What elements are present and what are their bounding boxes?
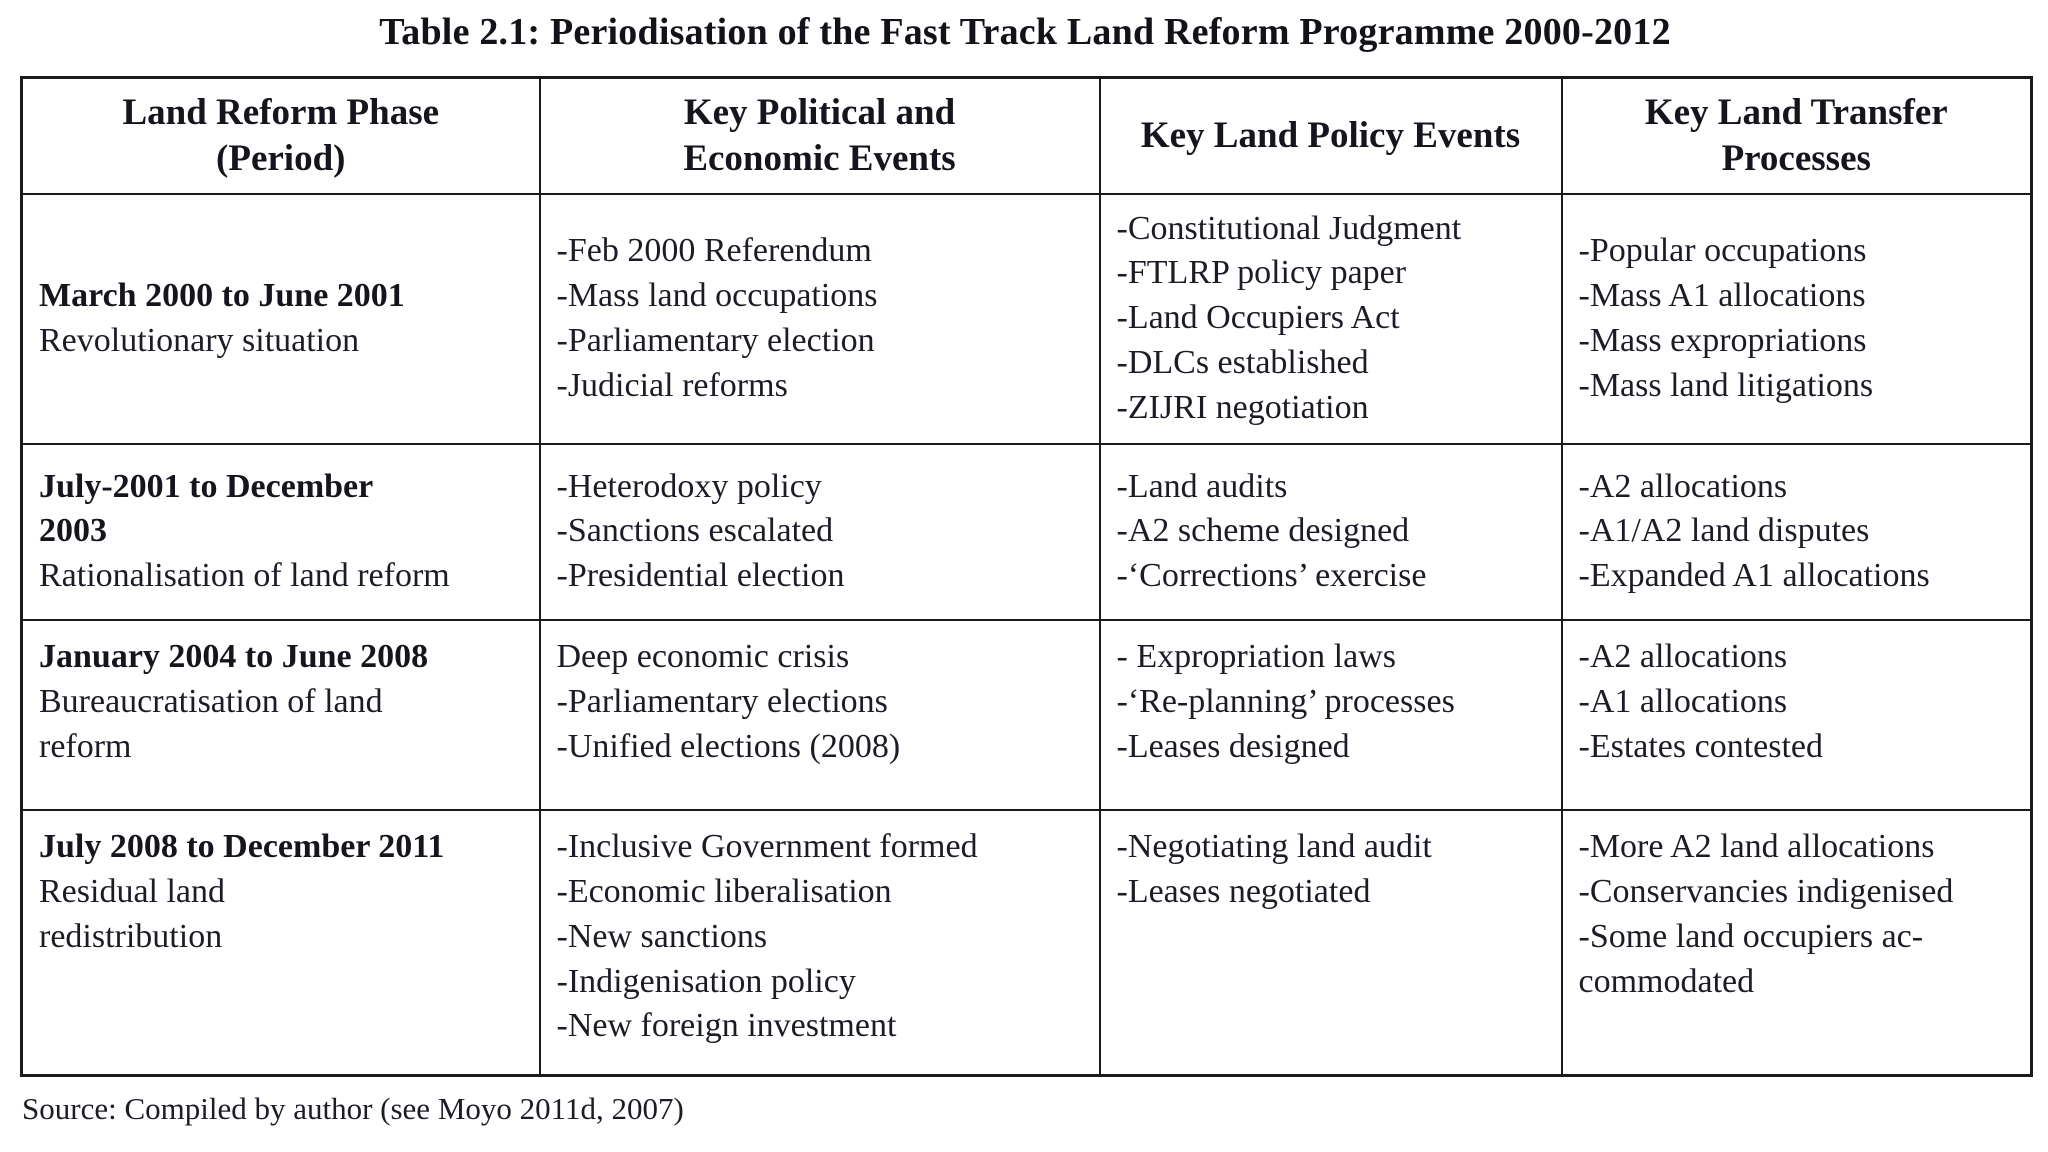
text-line: Key Political and — [683, 91, 956, 133]
text-line: -New sanctions — [556, 917, 768, 955]
text-line: -‘Corrections’ exercise — [1116, 557, 1427, 595]
text-line: -ZIJRI negotiation — [1116, 389, 1369, 426]
text-line: -A2 allocations — [1578, 637, 1788, 675]
text-line: (Period) — [216, 137, 346, 179]
land-policy-events-cell: -Negotiating land audit -Leases negotiate… — [1098, 808, 1563, 1077]
header-political-economic-events: Key Political and Economic Events — [538, 76, 1101, 195]
text-line: -FTLRP policy paper — [1116, 254, 1407, 292]
text-line: -Judicial reforms — [556, 366, 788, 404]
text-line: -Constitutional Judgment — [1116, 209, 1462, 247]
table-row-july-2001-december-2003: July-2001 to December 2003 Rationalisatio… — [20, 442, 2033, 621]
land-policy-events-cell: - Expropriation laws -‘Re-planning’ proce… — [1098, 618, 1563, 811]
text-line: Economic Events — [683, 137, 956, 179]
text-line: -Mass expropriations — [1578, 321, 1867, 359]
text-line: -Mass land litigations — [1578, 366, 1874, 404]
political-economic-events-cell: -Heterodoxy policy -Sanctions escalated -P… — [538, 442, 1101, 621]
text-line: -Unified elections (2008) — [556, 727, 901, 765]
text-line: redistribution — [39, 917, 223, 955]
text-line: -Estates contested — [1578, 727, 1824, 765]
political-economic-events-cell: -Inclusive Government formed -Economic li… — [538, 808, 1101, 1077]
text-line: -Mass A1 allocations — [1578, 276, 1866, 314]
text-line: March 2000 to June 2001 — [39, 276, 405, 314]
text-line: -Indigenisation policy — [556, 962, 856, 1000]
land-policy-events-cell: -Land audits -A2 scheme designed -‘Correct… — [1098, 442, 1563, 621]
political-economic-events-cell: Deep economic crisis -Parliamentary elect… — [538, 618, 1101, 811]
text-line: -A1 allocations — [1578, 682, 1788, 720]
text-line: - Expropriation laws — [1116, 637, 1397, 675]
phase-label: Residual land redistribution — [39, 870, 531, 960]
phase-label: Rationalisation of land reform — [39, 554, 531, 599]
text-line: Bureaucratisation of land — [39, 682, 383, 720]
text-line: Key Land Transfer — [1644, 91, 1948, 133]
text-line: commodated — [1578, 962, 1755, 1000]
text-line: -New foreign investment — [556, 1007, 897, 1045]
text-line: -Economic liberalisation — [556, 872, 892, 910]
land-policy-events-cell: -Constitutional Judgment -FTLRP policy pa… — [1098, 192, 1563, 445]
text-line: -Parliamentary election — [556, 321, 875, 359]
table-row-march-2000-june-2001: March 2000 to June 2001 Revolutionary si… — [20, 192, 2033, 445]
text-line: -Leases negotiated — [1116, 872, 1371, 910]
header-land-reform-phase: Land Reform Phase (Period) — [20, 76, 541, 195]
political-economic-events-cell: -Feb 2000 Referendum -Mass land occupatio… — [538, 192, 1101, 445]
phase-cell: July 2008 to December 2011 Residual land… — [20, 808, 541, 1077]
text-line: -Inclusive Government formed — [556, 827, 978, 865]
phase-cell: July-2001 to December 2003 Rationalisatio… — [20, 442, 541, 621]
text-line: -Mass land occupations — [556, 276, 878, 314]
text-line: -Expanded A1 allocations — [1578, 557, 1930, 595]
text-line: -Land Occupiers Act — [1116, 299, 1400, 337]
phase-label: Bureaucratisation of land reform — [39, 680, 531, 770]
phase-label: Revolutionary situation — [39, 319, 531, 364]
text-line: reform — [39, 727, 132, 765]
text-line: Processes — [1721, 137, 1871, 179]
text-line: -Feb 2000 Referendum — [556, 231, 872, 269]
text-line: Revolutionary situation — [39, 321, 360, 359]
text-line: -A2 scheme designed — [1116, 512, 1410, 550]
land-transfer-processes-cell: -More A2 land allocations -Conservancies … — [1560, 808, 2033, 1077]
text-line: -Popular occupations — [1578, 231, 1867, 269]
text-line: -A1/A2 land disputes — [1578, 512, 1870, 550]
text-line: July 2008 to December 2011 — [39, 827, 445, 865]
text-line: Land Reform Phase — [122, 91, 440, 133]
source-note: Source: Compiled by author (see Moyo 201… — [22, 1091, 684, 1127]
phase-cell: March 2000 to June 2001 Revolutionary si… — [20, 192, 541, 445]
text-line: July-2001 to December — [39, 467, 374, 505]
phase-period: July-2001 to December 2003 — [39, 465, 531, 555]
text-line: -Sanctions escalated — [556, 512, 834, 550]
phase-cell: January 2004 to June 2008 Bureaucratisat… — [20, 618, 541, 811]
text-line: -Conservancies indigenised — [1578, 872, 1954, 910]
phase-period: March 2000 to June 2001 — [39, 274, 531, 319]
table-row-january-2004-june-2008: January 2004 to June 2008 Bureaucratisat… — [20, 618, 2033, 811]
text-line: -Leases designed — [1116, 727, 1350, 765]
periodisation-table: Land Reform Phase (Period) Key Political … — [20, 76, 2033, 1078]
land-transfer-processes-cell: -A2 allocations -A1/A2 land disputes -Expa… — [1560, 442, 2033, 621]
text-line: -Land audits — [1116, 467, 1288, 505]
phase-period: January 2004 to June 2008 — [39, 635, 531, 680]
text-line: -Parliamentary elections — [556, 682, 888, 720]
land-transfer-processes-cell: -Popular occupations -Mass A1 allocations… — [1560, 192, 2033, 445]
text-line: -Presidential election — [556, 557, 845, 595]
text-line: -A2 allocations — [1578, 467, 1788, 505]
text-line: -Some land occupiers ac- — [1578, 917, 1924, 955]
text-line: January 2004 to June 2008 — [39, 637, 429, 675]
text-line: Rationalisation of land reform — [39, 557, 450, 595]
text-line: 2003 — [39, 512, 107, 550]
text-line: -‘Re-planning’ processes — [1116, 682, 1455, 720]
land-transfer-processes-cell: -A2 allocations -A1 allocations -Estates c… — [1560, 618, 2033, 811]
text-line: -More A2 land allocations — [1578, 827, 1935, 865]
header-land-policy-events: Key Land Policy Events — [1098, 76, 1563, 195]
text-line: Residual land — [39, 872, 226, 910]
header-land-transfer-processes: Key Land Transfer Processes — [1560, 76, 2033, 195]
text-line: Key Land Policy Events — [1140, 114, 1521, 156]
phase-period: July 2008 to December 2011 — [39, 825, 531, 870]
header-row: Land Reform Phase (Period) Key Political … — [20, 76, 2033, 195]
text-line: Deep economic crisis — [556, 637, 850, 675]
table-caption: Table 2.1: Periodisation of the Fast Tra… — [379, 11, 1671, 53]
text-line: -DLCs established — [1116, 344, 1369, 382]
text-line: -Negotiating land audit — [1116, 827, 1432, 865]
text-line: -Heterodoxy policy — [556, 467, 822, 505]
table-row-july-2008-december-2011: July 2008 to December 2011 Residual land… — [20, 808, 2033, 1077]
